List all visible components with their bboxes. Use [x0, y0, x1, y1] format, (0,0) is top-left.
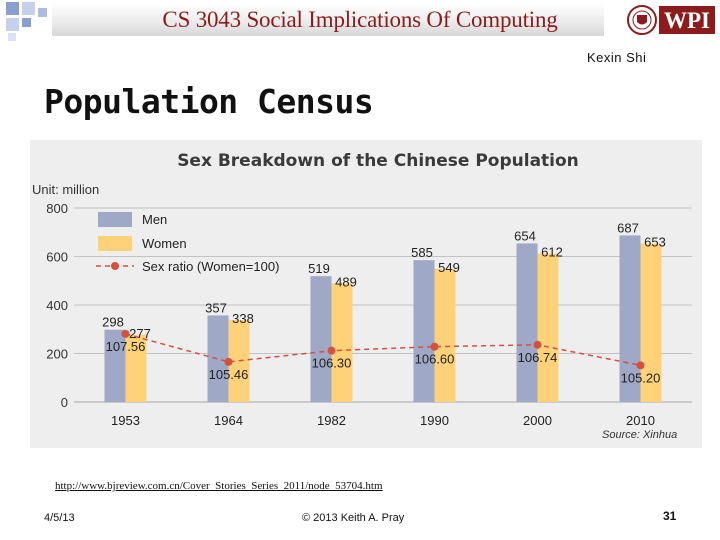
- logo-text: WPI: [664, 8, 710, 33]
- bar-women: [537, 253, 559, 402]
- y-tick-label: 800: [46, 201, 68, 216]
- footer-copyright: © 2013 Keith A. Pray: [302, 512, 405, 524]
- sex-ratio-label: 106.74: [518, 350, 558, 365]
- legend-label-women: Women: [142, 236, 187, 251]
- legend-label-men: Men: [142, 212, 167, 227]
- bar-men: [207, 315, 229, 402]
- bar-men: [104, 329, 126, 402]
- y-tick-label: 200: [46, 347, 68, 362]
- bar-women: [640, 243, 662, 402]
- sex-ratio-label: 107.56: [106, 339, 146, 354]
- bar-men: [619, 235, 641, 402]
- unit-label: Unit: million: [32, 182, 99, 197]
- data-label-men: 585: [411, 245, 433, 260]
- data-label-women: 489: [335, 274, 357, 289]
- x-tick-label: 2000: [523, 413, 552, 428]
- population-chart: Sex Breakdown of the Chinese Population …: [32, 151, 692, 441]
- data-label-women: 338: [232, 311, 254, 326]
- x-tick-label: 2010: [626, 413, 655, 428]
- footer-date: 4/5/13: [44, 512, 75, 524]
- bar-men: [516, 243, 538, 402]
- bar-women: [434, 268, 456, 402]
- legend-label-ratio: Sex ratio (Women=100): [142, 259, 279, 274]
- wpi-logo: WPI: [627, 5, 715, 35]
- sex-ratio-point: [636, 361, 645, 370]
- wpi-seal-icon: [627, 5, 657, 35]
- source-link[interactable]: http://www.bjreview.com.cn/Cover_Stories…: [55, 480, 383, 492]
- data-label-men: 298: [102, 315, 124, 330]
- sex-ratio-point: [327, 346, 336, 355]
- x-tick-label: 1953: [111, 413, 140, 428]
- legend-marker-ratio: [111, 262, 119, 270]
- data-label-men: 654: [514, 228, 536, 243]
- data-label-women: 277: [129, 326, 151, 341]
- legend-swatch-men: [98, 212, 132, 227]
- sex-ratio-point: [533, 340, 542, 349]
- x-tick-label: 1964: [214, 413, 243, 428]
- x-tick-label: 1990: [420, 413, 449, 428]
- bar-women: [125, 334, 147, 402]
- course-title: CS 3043 Social Implications Of Computing: [162, 7, 558, 32]
- sex-ratio-point: [224, 357, 233, 366]
- page-number: 31: [663, 509, 677, 523]
- sex-ratio-label: 105.20: [621, 370, 661, 385]
- chart-panel: Sex Breakdown of the Chinese Population …: [30, 140, 702, 448]
- data-label-women: 612: [541, 245, 563, 260]
- decorative-squares: [0, 0, 60, 48]
- sex-ratio-label: 106.60: [415, 352, 455, 367]
- data-label-women: 653: [644, 235, 666, 250]
- y-tick-label: 600: [46, 250, 68, 265]
- source-note: Source: Xinhua: [602, 429, 677, 441]
- sex-ratio-label: 106.30: [312, 356, 352, 371]
- sex-ratio-point: [121, 329, 130, 338]
- bar-men: [310, 276, 332, 402]
- data-label-women: 549: [438, 260, 460, 275]
- data-label-men: 687: [617, 220, 639, 235]
- bar-women: [331, 283, 353, 402]
- x-tick-label: 1982: [317, 413, 346, 428]
- chart-title: Sex Breakdown of the Chinese Population: [177, 151, 579, 171]
- sex-ratio-point: [430, 342, 439, 351]
- y-tick-label: 0: [61, 395, 68, 410]
- page-title: Population Census: [44, 82, 374, 121]
- header-band: [52, 4, 604, 36]
- bar-men: [413, 260, 435, 402]
- sex-ratio-label: 105.46: [209, 367, 249, 382]
- data-label-men: 519: [308, 261, 330, 276]
- data-label-men: 357: [205, 300, 227, 315]
- author-name: Kexin Shi: [587, 50, 647, 65]
- legend-swatch-women: [98, 236, 132, 251]
- sex-ratio-line: [125, 333, 641, 367]
- y-tick-label: 400: [46, 298, 68, 313]
